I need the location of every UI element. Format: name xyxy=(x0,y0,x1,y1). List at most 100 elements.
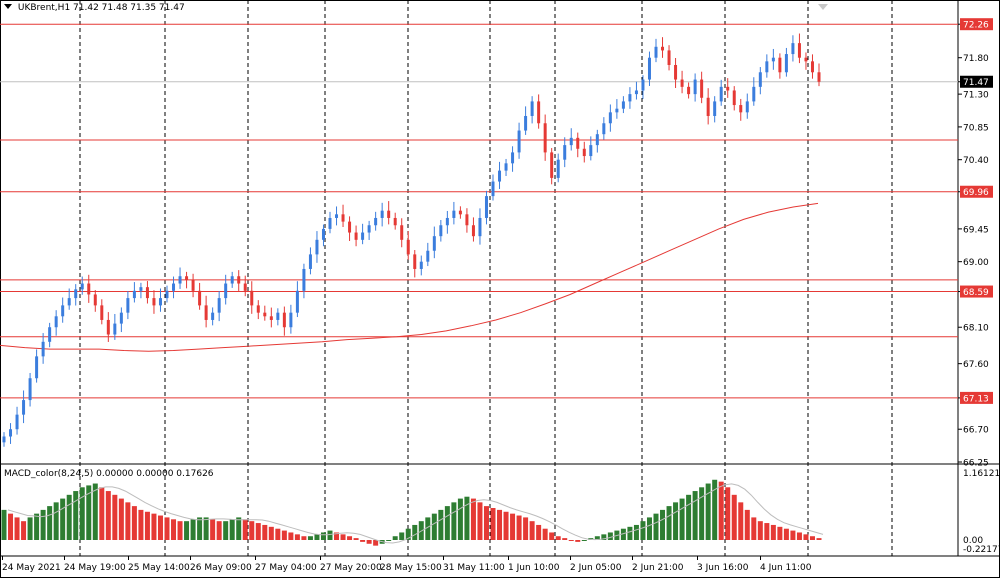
candle-bull xyxy=(530,101,534,116)
candle-bull xyxy=(654,46,658,58)
candle-bear xyxy=(661,46,665,51)
candle-bear xyxy=(152,298,156,306)
macd-bar xyxy=(464,496,470,540)
level-price-label: 68.59 xyxy=(963,288,989,298)
macd-bar xyxy=(594,536,600,540)
candle-bull xyxy=(693,79,697,95)
candle-bull xyxy=(15,414,19,430)
candle-bull xyxy=(113,323,117,335)
candle-bull xyxy=(511,152,515,164)
macd-bar xyxy=(314,534,320,540)
macd-bar xyxy=(60,498,66,540)
chevron-down-icon[interactable] xyxy=(4,4,12,9)
macd-bar xyxy=(118,498,124,540)
macd-bar xyxy=(555,536,561,540)
macd-bar xyxy=(444,506,450,540)
macd-bar xyxy=(640,521,646,540)
macd-bar xyxy=(536,524,542,540)
candle-bull xyxy=(9,429,13,437)
candle-bull xyxy=(61,305,65,317)
macd-bar xyxy=(607,532,613,540)
candle-bull xyxy=(615,108,619,113)
macd-bar xyxy=(542,528,548,540)
macd-bar xyxy=(197,517,203,540)
candle-bull xyxy=(289,312,293,328)
chart-shift-icon[interactable] xyxy=(818,4,828,10)
candle-bull xyxy=(608,112,612,124)
candle-bull xyxy=(158,298,162,306)
moving-average-line xyxy=(0,202,819,352)
candle-bull xyxy=(647,57,651,80)
candle-bear xyxy=(145,287,149,299)
ohlc-values: 71.42 71.48 71.35 71.47 xyxy=(73,3,185,13)
macd-bar xyxy=(320,532,326,540)
macd-bar xyxy=(14,517,20,540)
macd-bar xyxy=(699,487,705,540)
candle-bear xyxy=(680,79,684,87)
macd-bar xyxy=(151,513,157,540)
candle-bear xyxy=(269,316,273,320)
candle-bear xyxy=(804,57,808,62)
candle-bull xyxy=(126,298,130,313)
level-price-label: 69.96 xyxy=(963,188,989,198)
macd-bar xyxy=(216,521,222,540)
candle-bear xyxy=(354,232,358,240)
time-label: 28 May 15:00 xyxy=(380,563,442,573)
candle-bull xyxy=(439,225,443,237)
candle-bear xyxy=(810,61,814,73)
macd-bar xyxy=(431,513,437,540)
price-tick-label: 69.45 xyxy=(963,225,989,235)
macd-bar xyxy=(373,540,379,546)
candle-bull xyxy=(2,436,6,443)
time-label: 2 Jun 05:00 xyxy=(570,563,622,573)
macd-bar xyxy=(790,530,796,540)
macd-bar xyxy=(692,491,698,540)
macd-bar xyxy=(21,521,27,540)
macd-bar xyxy=(412,524,418,540)
candle-bull xyxy=(165,290,169,299)
candle-bull xyxy=(634,90,638,95)
macd-bar xyxy=(451,502,457,540)
candle-bull xyxy=(119,312,123,324)
macd-bar xyxy=(144,511,150,540)
candle-bull xyxy=(445,217,449,226)
candle-bear xyxy=(550,152,554,178)
candle-bull xyxy=(22,400,26,415)
candle-bear xyxy=(198,290,202,306)
level-price-box xyxy=(960,285,993,298)
macd-bar xyxy=(764,523,770,540)
macd-bar xyxy=(633,524,639,540)
candle-bear xyxy=(100,305,104,320)
price-tick-label: 68.10 xyxy=(963,324,989,334)
candle-bear xyxy=(465,214,469,226)
level-price-label: 67.13 xyxy=(963,394,989,404)
candle-bull xyxy=(28,378,32,401)
macd-bar xyxy=(171,519,177,540)
candle-bull xyxy=(491,181,495,197)
symbol-title: UKBrent,H1 xyxy=(17,3,71,13)
macd-bar xyxy=(275,528,281,540)
candle-bull xyxy=(230,276,234,284)
macd-bar xyxy=(1,509,7,540)
price-tick-label: 70.85 xyxy=(963,123,989,133)
macd-bar xyxy=(386,540,392,541)
time-label: 31 May 11:00 xyxy=(443,563,505,573)
level-price-box xyxy=(960,18,993,31)
candle-bear xyxy=(739,105,743,113)
macd-bar xyxy=(660,509,666,540)
candle-bear xyxy=(204,305,208,320)
macd-bar xyxy=(744,509,750,540)
macd-bar xyxy=(523,517,529,540)
candle-bull xyxy=(504,163,508,171)
level-price-label: 72.26 xyxy=(963,21,989,31)
macd-bar xyxy=(516,515,522,540)
candle-bear xyxy=(93,294,97,306)
macd-bar xyxy=(562,538,568,540)
macd-bar xyxy=(392,536,398,540)
current-price-box xyxy=(960,75,993,88)
macd-bar xyxy=(529,521,535,540)
candle-bull xyxy=(432,236,436,251)
candle-bull xyxy=(628,94,632,102)
